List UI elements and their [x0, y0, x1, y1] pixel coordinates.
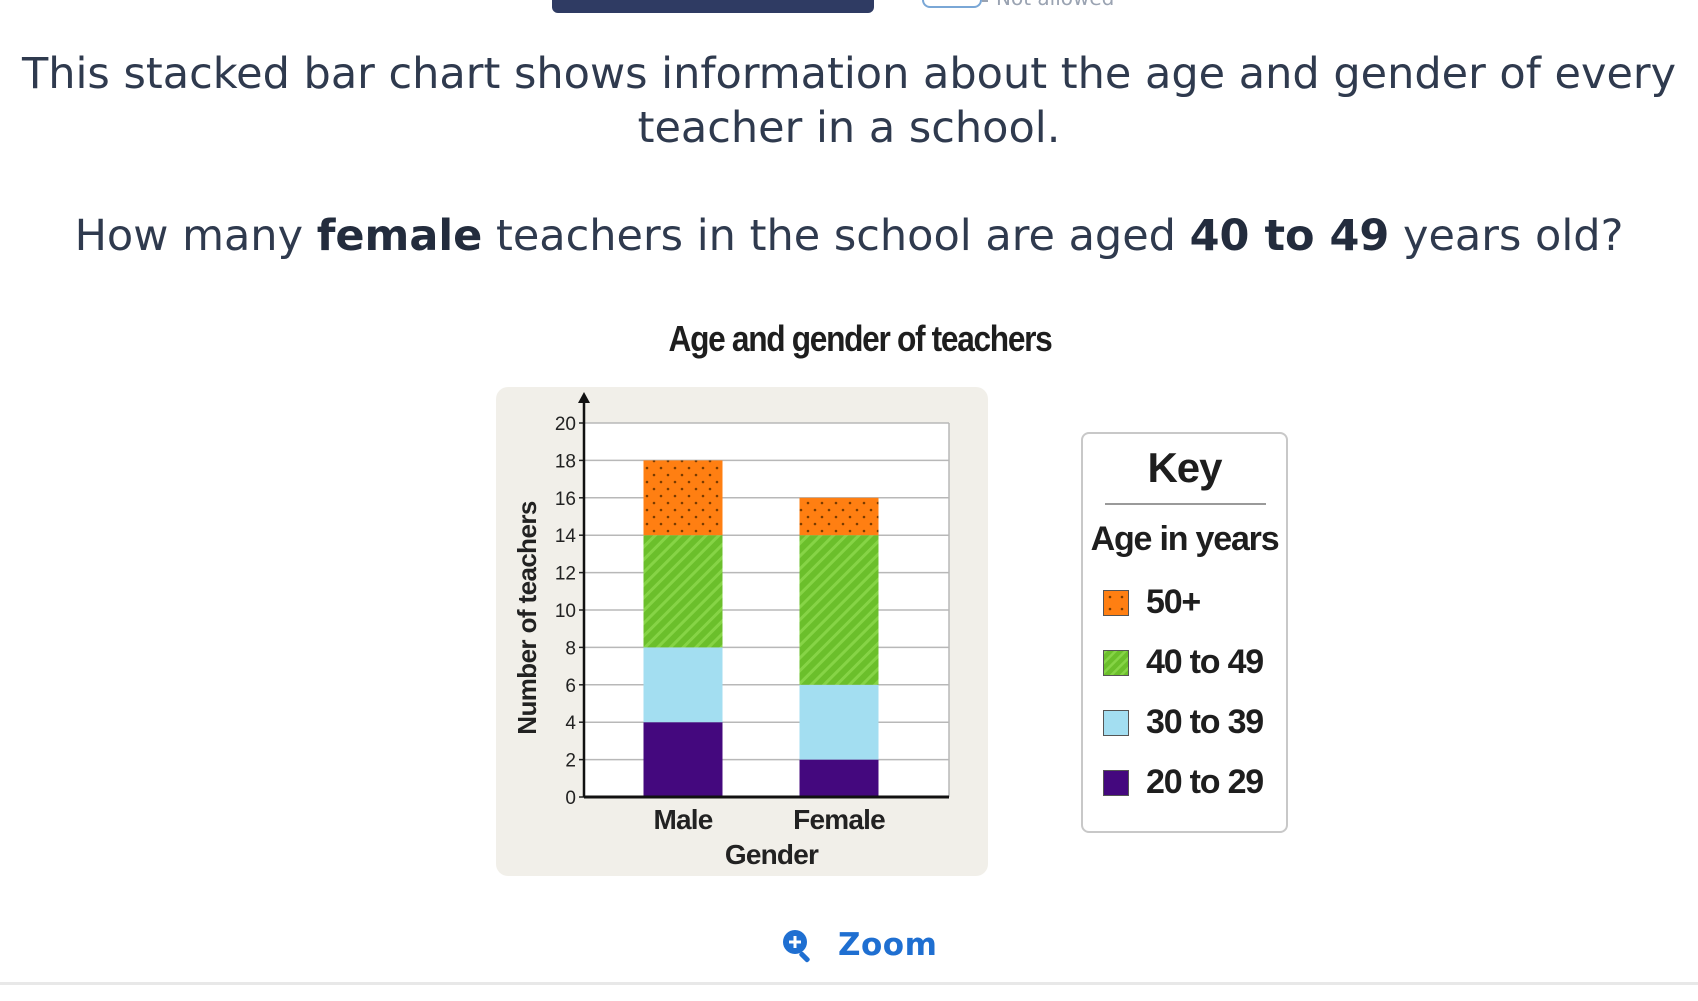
bar-segment-male-50-: [643, 460, 723, 536]
calculator-toggle[interactable]: [922, 0, 982, 8]
y-tick-label: 10: [555, 601, 576, 622]
question-prompt-middle: teachers in the school are aged: [482, 211, 1190, 261]
key-swatch-40-to-49: [1103, 650, 1129, 676]
x-axis-title: Gender: [725, 839, 819, 870]
key-label-20-to-29: 20 to 29: [1146, 763, 1264, 801]
y-tick-label: 18: [555, 451, 576, 472]
key-label-40-to-49: 40 to 49: [1146, 643, 1264, 681]
bar-segment-female-50-: [799, 497, 879, 536]
stacked-bar-chart: 0 2 4 6 8 10 12 14 16 18 20 Male Female Gender Number …: [512, 392, 950, 870]
x-category-label: Female: [793, 804, 885, 835]
question-emphasis-gender: female: [316, 211, 483, 261]
toggle-separator: [982, 0, 988, 2]
bar-segment-female-30-to-39: [799, 684, 879, 760]
question-emphasis-age: 40 to 49: [1189, 211, 1390, 261]
y-tick-label: 20: [555, 414, 576, 435]
bar-segment-male-30-to-39: [643, 647, 723, 723]
y-tick-label: 14: [555, 526, 577, 547]
y-tick-label: 16: [555, 489, 576, 510]
bar-segment-male-20-to-29: [643, 722, 723, 797]
question-prompt-start: How many: [74, 211, 317, 261]
y-axis-arrow: [578, 392, 590, 403]
question-prompt: How many female teachers in the school a…: [20, 209, 1678, 263]
key-label-30-to-39: 30 to 39: [1146, 703, 1264, 741]
zoom-in-icon: [783, 930, 810, 963]
key-swatch-30-to-39: [1103, 710, 1129, 736]
y-tick-label: 6: [565, 676, 576, 697]
chart-title: Age and gender of teachers: [668, 318, 1053, 359]
question-line-2: teacher in a school.: [637, 103, 1061, 153]
chart-panel: 0 2 4 6 8 10 12 14 16 18 20 Male Female Gender Number …: [496, 387, 988, 876]
zoom-button[interactable]: Zoom: [780, 925, 937, 965]
key-divider: [1105, 503, 1266, 505]
bar-segment-male-40-to-49: [643, 535, 723, 648]
key-subtitle: Age in years: [1090, 520, 1280, 558]
key-swatch-50-plus: [1103, 590, 1129, 616]
bar-segment-female-40-to-49: [799, 535, 879, 685]
top-nav-bar: [552, 0, 874, 13]
y-tick-label: 0: [565, 788, 576, 809]
y-tick-label: 12: [555, 564, 576, 585]
question-line-1: This stacked bar chart shows information…: [21, 49, 1677, 99]
question-intro: This stacked bar chart shows information…: [20, 47, 1678, 155]
bar-segment-female-20-to-29: [799, 759, 879, 797]
key-title: Key: [1147, 444, 1222, 491]
y-tick-label: 4: [565, 713, 576, 734]
key-swatch-20-to-29: [1103, 770, 1129, 796]
x-category-label: Male: [653, 804, 712, 835]
y-tick-label: 2: [565, 751, 576, 772]
question-prompt-end: years old?: [1389, 211, 1624, 261]
chart-key: Key Age in years 50+ 40 to 49 30 to 39 2…: [1081, 432, 1288, 833]
y-axis-title: Number of teachers: [512, 501, 542, 735]
bottom-divider: [0, 982, 1698, 985]
zoom-label: Zoom: [838, 927, 938, 963]
y-tick-label: 8: [565, 638, 576, 659]
calculator-status-text: Not allowed: [996, 0, 1114, 10]
key-label-50-plus: 50+: [1146, 583, 1201, 621]
